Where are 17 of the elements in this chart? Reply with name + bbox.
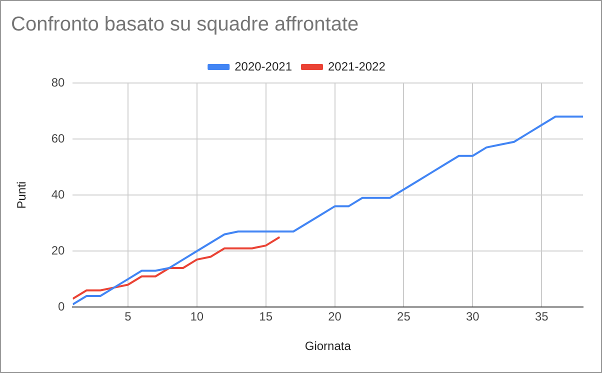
chart-title: Confronto basato su squadre affrontate [11, 14, 359, 36]
x-tick-label: 25 [397, 310, 411, 324]
x-tick-label: 15 [259, 310, 273, 324]
y-tick-label: 20 [51, 243, 66, 258]
x-tick-label: 5 [124, 310, 132, 324]
y-tick-label: 0 [58, 300, 66, 314]
y-tick-label: 80 [51, 75, 66, 90]
x-axis-title: Giornata [304, 339, 352, 354]
x-tick-label: 35 [534, 310, 549, 324]
y-tick-label: 60 [51, 131, 66, 146]
y-axis-title: Punti [14, 181, 29, 209]
x-tick-label: 10 [190, 310, 204, 324]
legend-label: 2020-2021 [234, 59, 292, 74]
legend-label: 2021-2022 [328, 59, 386, 74]
y-tick-label: 40 [51, 187, 66, 202]
x-tick-label: 20 [328, 310, 342, 324]
x-tick-label: 30 [466, 310, 480, 324]
